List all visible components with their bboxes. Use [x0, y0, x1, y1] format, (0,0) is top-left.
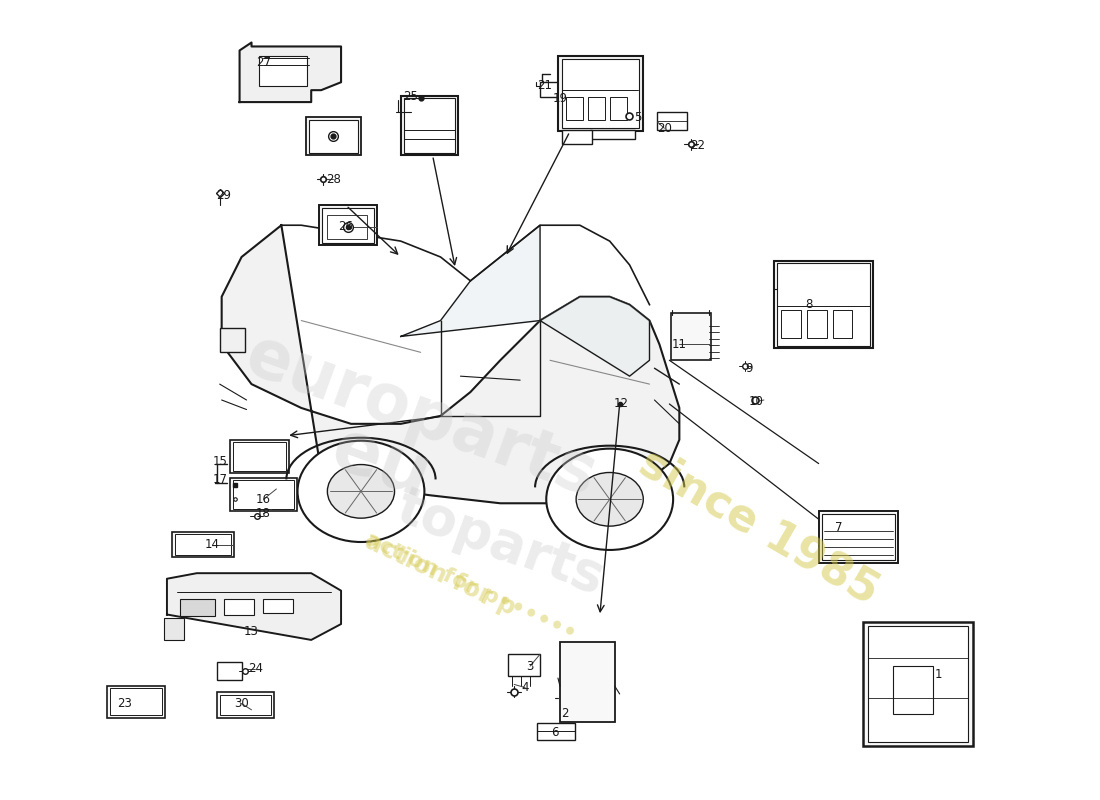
Bar — [232, 480, 295, 509]
Text: 23: 23 — [117, 697, 132, 710]
Text: 13: 13 — [244, 626, 258, 638]
Text: 16: 16 — [256, 493, 271, 506]
Bar — [508, 654, 540, 677]
Bar — [217, 662, 242, 680]
Bar — [658, 113, 688, 130]
Text: 15: 15 — [212, 455, 227, 469]
Bar — [822, 514, 895, 561]
Bar — [590, 130, 635, 139]
Bar — [223, 598, 253, 614]
Text: toparts: toparts — [389, 482, 612, 605]
Bar — [404, 98, 455, 153]
Bar — [540, 82, 562, 97]
Bar — [868, 626, 968, 742]
Text: 22: 22 — [690, 139, 705, 152]
Text: action for p••••••: action for p•••••• — [362, 529, 579, 645]
Bar — [537, 722, 575, 740]
Text: 30: 30 — [234, 697, 249, 710]
Text: 12: 12 — [614, 398, 629, 410]
Polygon shape — [240, 42, 341, 102]
Bar — [180, 598, 214, 616]
Bar — [818, 511, 899, 563]
Bar — [260, 56, 307, 86]
Bar — [893, 666, 933, 714]
Bar — [781, 310, 801, 338]
Text: 4: 4 — [521, 681, 529, 694]
Bar — [609, 97, 627, 120]
Bar — [864, 622, 972, 746]
Text: 11: 11 — [672, 338, 686, 351]
Text: 6: 6 — [551, 726, 559, 738]
Bar — [560, 642, 615, 722]
Text: 26: 26 — [339, 220, 353, 234]
Bar — [671, 313, 712, 360]
Bar — [587, 97, 605, 120]
Polygon shape — [400, 226, 540, 337]
Text: 19: 19 — [552, 92, 568, 105]
Bar — [172, 532, 233, 558]
Bar — [230, 478, 297, 511]
Bar — [327, 215, 367, 238]
Text: 17: 17 — [212, 473, 228, 486]
Text: 14: 14 — [205, 538, 219, 551]
Circle shape — [547, 449, 673, 550]
Bar — [230, 440, 289, 473]
Text: 29: 29 — [217, 189, 231, 202]
Bar — [110, 688, 162, 715]
Bar — [220, 329, 244, 352]
Bar — [562, 59, 639, 128]
Bar — [175, 534, 231, 555]
Text: since 1985: since 1985 — [631, 441, 887, 613]
Bar — [264, 598, 294, 613]
Bar — [833, 310, 853, 338]
Bar — [777, 263, 870, 346]
Bar — [558, 56, 642, 131]
Bar — [774, 261, 873, 348]
Text: europarts: europarts — [236, 322, 605, 510]
Text: 9: 9 — [745, 362, 752, 374]
Polygon shape — [540, 297, 649, 376]
Text: 27: 27 — [256, 56, 271, 69]
Bar — [322, 208, 374, 242]
Bar — [319, 206, 377, 245]
Text: 20: 20 — [657, 122, 672, 134]
Text: 28: 28 — [326, 173, 341, 186]
Text: 21: 21 — [538, 79, 552, 92]
Text: 5: 5 — [634, 111, 641, 125]
Bar — [306, 117, 361, 155]
Circle shape — [297, 441, 425, 542]
Bar — [562, 130, 592, 144]
Text: 1: 1 — [934, 667, 942, 681]
Bar — [400, 96, 459, 155]
Bar — [107, 686, 165, 718]
Bar — [565, 97, 583, 120]
Circle shape — [328, 465, 395, 518]
Text: 3: 3 — [527, 660, 534, 673]
Text: 8: 8 — [805, 298, 813, 311]
Text: 24: 24 — [248, 662, 263, 675]
Polygon shape — [222, 226, 680, 503]
Bar — [309, 119, 358, 153]
Text: 10: 10 — [748, 395, 763, 408]
Bar — [232, 442, 286, 470]
Polygon shape — [167, 573, 341, 640]
Text: 2: 2 — [561, 707, 569, 720]
Text: eu: eu — [322, 414, 440, 513]
Text: 7: 7 — [835, 521, 843, 534]
Circle shape — [576, 473, 643, 526]
Text: 25: 25 — [404, 90, 418, 103]
Text: action for p: action for p — [362, 530, 519, 620]
Bar — [806, 310, 826, 338]
Bar — [164, 618, 184, 640]
Bar — [220, 694, 272, 715]
Text: 18: 18 — [256, 507, 271, 520]
Bar — [217, 692, 274, 718]
